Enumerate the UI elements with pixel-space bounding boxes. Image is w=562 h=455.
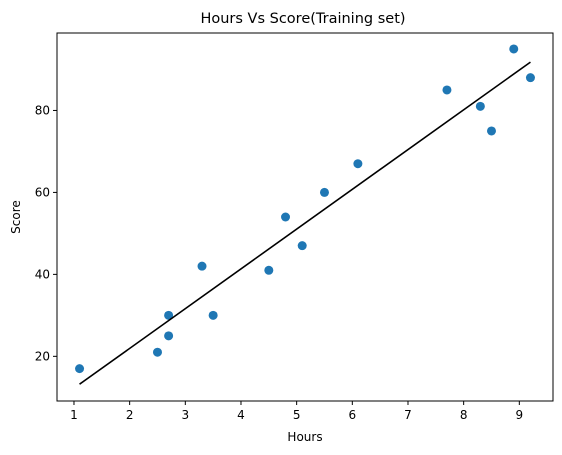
y-tick-label: 60 [35, 185, 50, 199]
scatter-point [475, 101, 485, 111]
scatter-point [197, 261, 207, 271]
scatter-point [164, 310, 174, 320]
scatter-point [442, 85, 452, 95]
x-tick-label: 8 [460, 408, 468, 422]
scatter-point [208, 310, 218, 320]
x-axis-ticks: 1 2 3 4 5 6 7 8 9 [70, 401, 523, 422]
scatter-point [164, 331, 174, 341]
x-tick-label: 6 [348, 408, 356, 422]
scatter-point [319, 187, 329, 197]
regression-line-group [79, 61, 531, 385]
scatter-points [75, 44, 535, 374]
scatter-point [509, 44, 519, 54]
x-tick-label: 9 [516, 408, 524, 422]
x-tick-label: 1 [70, 408, 78, 422]
x-tick-label: 7 [404, 408, 412, 422]
x-tick-label: 2 [126, 408, 134, 422]
scatter-point [297, 241, 307, 251]
scatter-point [525, 73, 535, 83]
scatter-point [75, 364, 85, 374]
y-axis-label: Score [9, 200, 23, 234]
y-tick-label: 80 [35, 103, 50, 117]
y-tick-label: 20 [35, 349, 50, 363]
x-tick-label: 3 [181, 408, 189, 422]
x-tick-label: 5 [293, 408, 301, 422]
y-tick-label: 40 [35, 267, 50, 281]
chart-title: Hours Vs Score(Training set) [200, 11, 405, 27]
plot-frame [56, 32, 554, 402]
x-axis-label: Hours [287, 430, 322, 444]
scatter-point [281, 212, 291, 222]
scatter-point [486, 126, 496, 136]
y-axis-ticks: 20 40 60 80 [35, 103, 57, 363]
x-tick-label: 4 [237, 408, 245, 422]
scatter-point [152, 347, 162, 357]
scatter-point [264, 265, 274, 275]
scatter-point [353, 159, 363, 169]
regression-line [79, 61, 531, 385]
